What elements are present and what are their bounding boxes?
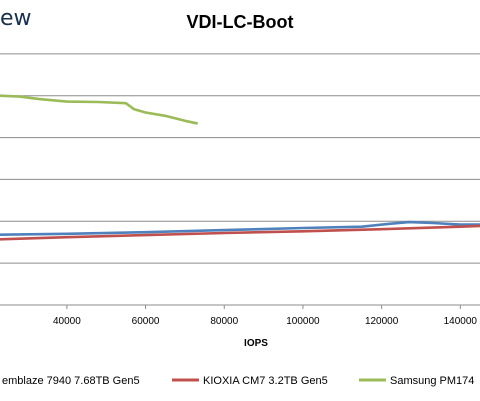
series-line-2 — [0, 94, 198, 125]
x-tick-label: 40000 — [53, 316, 81, 327]
series-line-1 — [0, 224, 480, 241]
x-axis-label: IOPS — [244, 338, 268, 349]
x-tick-label: 120000 — [365, 316, 399, 327]
logo-text: ew — [0, 6, 32, 31]
series-layer — [0, 94, 480, 241]
legend-label-0: emblaze 7940 7.68TB Gen5 — [2, 375, 140, 387]
legend-label-1: KIOXIA CM7 3.2TB Gen5 — [203, 375, 328, 387]
series-line-0 — [0, 220, 480, 236]
x-tick-label: 100000 — [286, 316, 320, 327]
x-tick-label: 140000 — [444, 316, 478, 327]
legend-label-2: Samsung PM174 — [390, 375, 474, 387]
x-tick-label: 60000 — [132, 316, 160, 327]
x-tick-labels: 40000 60000 80000 100000 120000 140000 — [53, 305, 477, 327]
gridlines — [0, 53, 480, 264]
chart-title: VDI-LC-Boot — [186, 12, 294, 32]
legend: emblaze 7940 7.68TB Gen5 KIOXIA CM7 3.2TB… — [2, 375, 474, 387]
x-tick-label: 80000 — [210, 316, 238, 327]
